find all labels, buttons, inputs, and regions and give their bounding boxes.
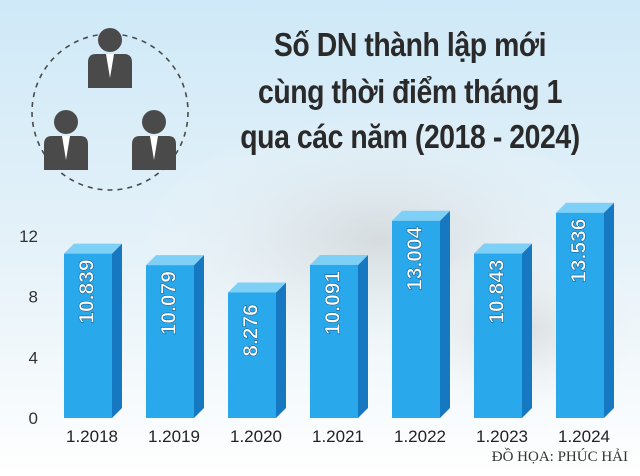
- person-left-icon: [44, 110, 88, 170]
- chart-title-line-2: cùng thời điểm tháng 1: [258, 73, 562, 110]
- y-axis: 0 4 8 12: [19, 227, 38, 428]
- bar-side: [522, 243, 532, 418]
- bar-1.2022: 13.004: [392, 210, 450, 418]
- bar-front: [474, 253, 522, 418]
- bar-top: [64, 243, 122, 254]
- y-tick-label: 4: [29, 348, 38, 367]
- bar-top: [146, 255, 204, 266]
- bar-1.2021: 10.091: [310, 254, 368, 418]
- bar-side: [440, 210, 450, 418]
- person-top-icon: [88, 28, 132, 88]
- person-right-icon: [132, 110, 176, 170]
- x-tick-label: 1.2019: [148, 427, 200, 446]
- bar-value-label: 13.536: [568, 219, 591, 283]
- bar-front: [64, 253, 112, 418]
- bar-1.2020: 8.276: [228, 282, 286, 418]
- y-tick-label: 12: [19, 227, 38, 246]
- bar-1.2019: 10.079: [146, 255, 204, 418]
- bar-top: [474, 243, 532, 254]
- y-tick-label: 0: [29, 409, 38, 428]
- bar-1.2023: 10.843: [474, 243, 532, 418]
- bar-side: [604, 202, 614, 418]
- y-tick-label: 8: [29, 288, 38, 307]
- x-axis: 1.2018 1.2019 1.2020 1.2021 1.2022 1.2023 1.20…: [66, 427, 610, 446]
- bar-top: [310, 254, 368, 265]
- x-tick-label: 1.2024: [558, 427, 610, 446]
- bar-value-label: 10.079: [158, 271, 181, 335]
- chart-title-line-1: Số DN thành lập mới: [273, 26, 547, 63]
- x-tick-label: 1.2022: [394, 427, 446, 446]
- bar-front: [392, 220, 440, 418]
- x-tick-label: 1.2023: [476, 427, 528, 446]
- bar-value-label: 10.091: [322, 271, 345, 336]
- bar-side: [276, 282, 286, 418]
- people-group-icon: [31, 28, 189, 191]
- bar-side: [194, 255, 204, 418]
- bar-value-label: 10.839: [76, 259, 99, 323]
- bar-1.2018: 10.839: [64, 243, 122, 418]
- bar-front: [228, 292, 276, 418]
- bar-side: [358, 254, 368, 418]
- graphic-credit: ĐỒ HỌA: PHÚC HẢI: [491, 449, 628, 465]
- bar-front: [146, 265, 194, 418]
- x-tick-label: 1.2020: [230, 427, 282, 446]
- bar-value-label: 8.276: [240, 304, 263, 357]
- bar-top: [228, 282, 286, 293]
- bars: 10.839 10.079 8.276 10.091 13.004 10.843 13.53…: [64, 202, 614, 418]
- bar-top: [556, 202, 614, 213]
- bar-value-label: 10.843: [486, 259, 509, 323]
- bar-value-label: 13.004: [404, 226, 427, 291]
- bar-front: [310, 264, 358, 418]
- bar-top: [392, 210, 450, 221]
- x-tick-label: 1.2021: [312, 427, 364, 446]
- bar-1.2024: 13.536: [556, 202, 614, 418]
- bar-front: [556, 212, 604, 418]
- bar-side: [112, 243, 122, 418]
- x-tick-label: 1.2018: [66, 427, 118, 446]
- chart-title-line-3: qua các năm (2018 - 2024): [240, 118, 580, 155]
